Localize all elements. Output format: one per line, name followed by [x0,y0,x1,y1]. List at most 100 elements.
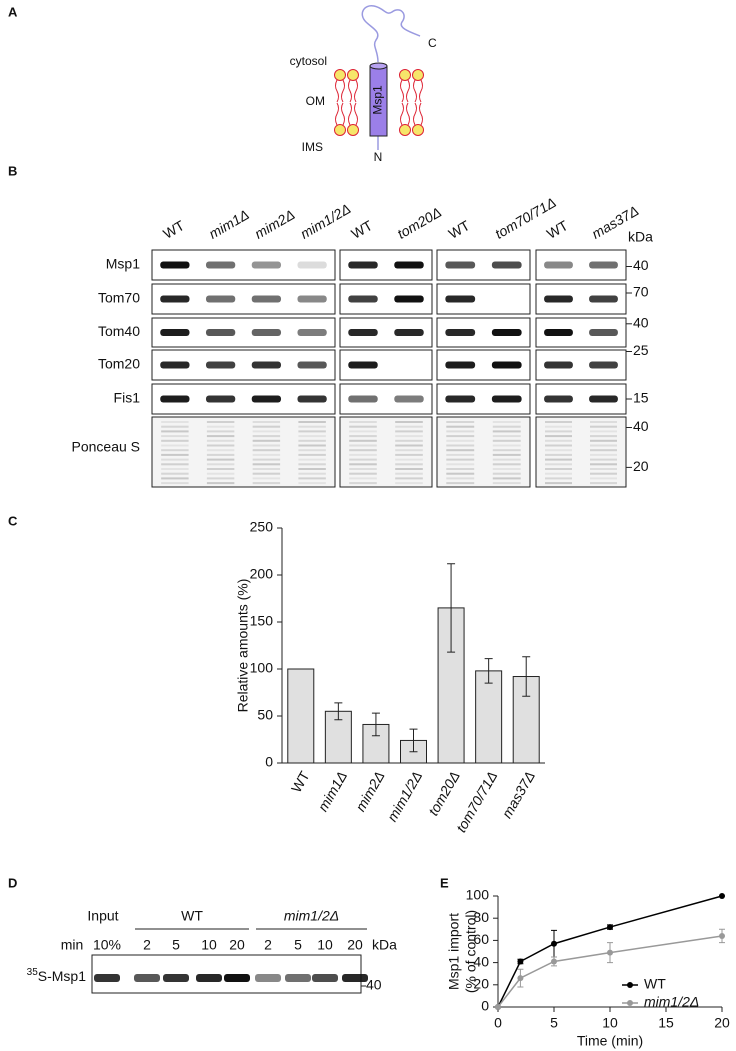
point [517,975,524,982]
band [297,261,327,269]
time-label: 2 [143,937,151,953]
lipid-tail [335,79,345,103]
lane-label: mim2Δ [252,206,298,242]
smear [252,472,281,475]
smear [446,453,475,456]
band [160,261,190,269]
smear [446,449,475,452]
smear [206,482,235,485]
smear [252,449,281,452]
smear [545,482,572,485]
smear [492,439,521,442]
smear [395,430,423,433]
smear [206,444,235,447]
time-label: 5 [172,937,180,953]
band [348,329,378,336]
band [160,395,190,403]
error-bar [334,702,343,721]
band [312,974,338,982]
x-tick-label: 20 [714,1015,730,1031]
y-tick-label: 60 [473,931,489,947]
smear [492,472,521,475]
bar [287,668,315,764]
marker-label: 25 [633,342,649,358]
band [205,361,236,369]
band [544,261,573,269]
smear [161,453,189,456]
input-label: Input [87,908,118,924]
marker-label: 40 [633,257,649,273]
lipid-tail [335,102,345,126]
row-name: S-Msp1 [38,968,86,984]
time-label: 20 [347,937,363,953]
smear [395,425,423,428]
tm-helix-top [369,62,388,70]
point [607,924,613,931]
y-tick-label: 50 [257,707,273,723]
group-label: mim1/2Δ [284,908,339,924]
smear [492,468,521,470]
smear [349,421,377,423]
lipid-tail [400,102,410,126]
lipid-head [334,69,346,81]
smear [161,430,189,433]
smear [395,482,423,485]
band [134,974,160,982]
time-label: 10 [317,937,333,953]
band [297,329,327,336]
y-tick-label: 100 [466,887,490,903]
smear [545,449,572,452]
band [394,395,424,403]
band [251,395,282,403]
marker-label: 40 [366,977,382,993]
smear [590,439,617,442]
smear [492,449,521,452]
smear [590,468,617,470]
smear [545,439,572,442]
smear [590,458,617,461]
panel-label: D [8,875,17,890]
smear [161,477,189,480]
smear [590,425,617,428]
x-tick-label: 10 [602,1015,618,1031]
panel-label: B [8,163,17,178]
smear [252,435,281,438]
band [589,295,618,303]
band [348,361,378,369]
smear [492,425,521,428]
smear [590,435,617,438]
row-label: Ponceau S [72,439,141,455]
legend-label: WT [644,976,666,992]
band [251,261,282,269]
point [517,958,524,965]
band [589,395,618,403]
smear [349,458,377,461]
blot-box [151,416,336,488]
blot-box [339,416,433,488]
smear [446,477,475,480]
band [589,261,618,269]
smear [252,421,281,423]
band [394,261,424,269]
band [297,361,327,369]
band [589,329,618,336]
smear [349,482,377,485]
band [160,295,190,303]
row-label: Tom40 [98,323,140,339]
legend-swatch [627,1000,633,1006]
smear [590,430,617,433]
smear [545,477,572,480]
band [251,329,282,336]
smear [161,463,189,466]
lane-label: WT [446,217,473,242]
smear [545,453,572,456]
smear [252,430,281,433]
error-bar [484,658,493,684]
smear [545,463,572,466]
smear [206,472,235,475]
error-bar [409,728,418,753]
smear [590,444,617,447]
smear [252,425,281,428]
band [255,974,281,982]
